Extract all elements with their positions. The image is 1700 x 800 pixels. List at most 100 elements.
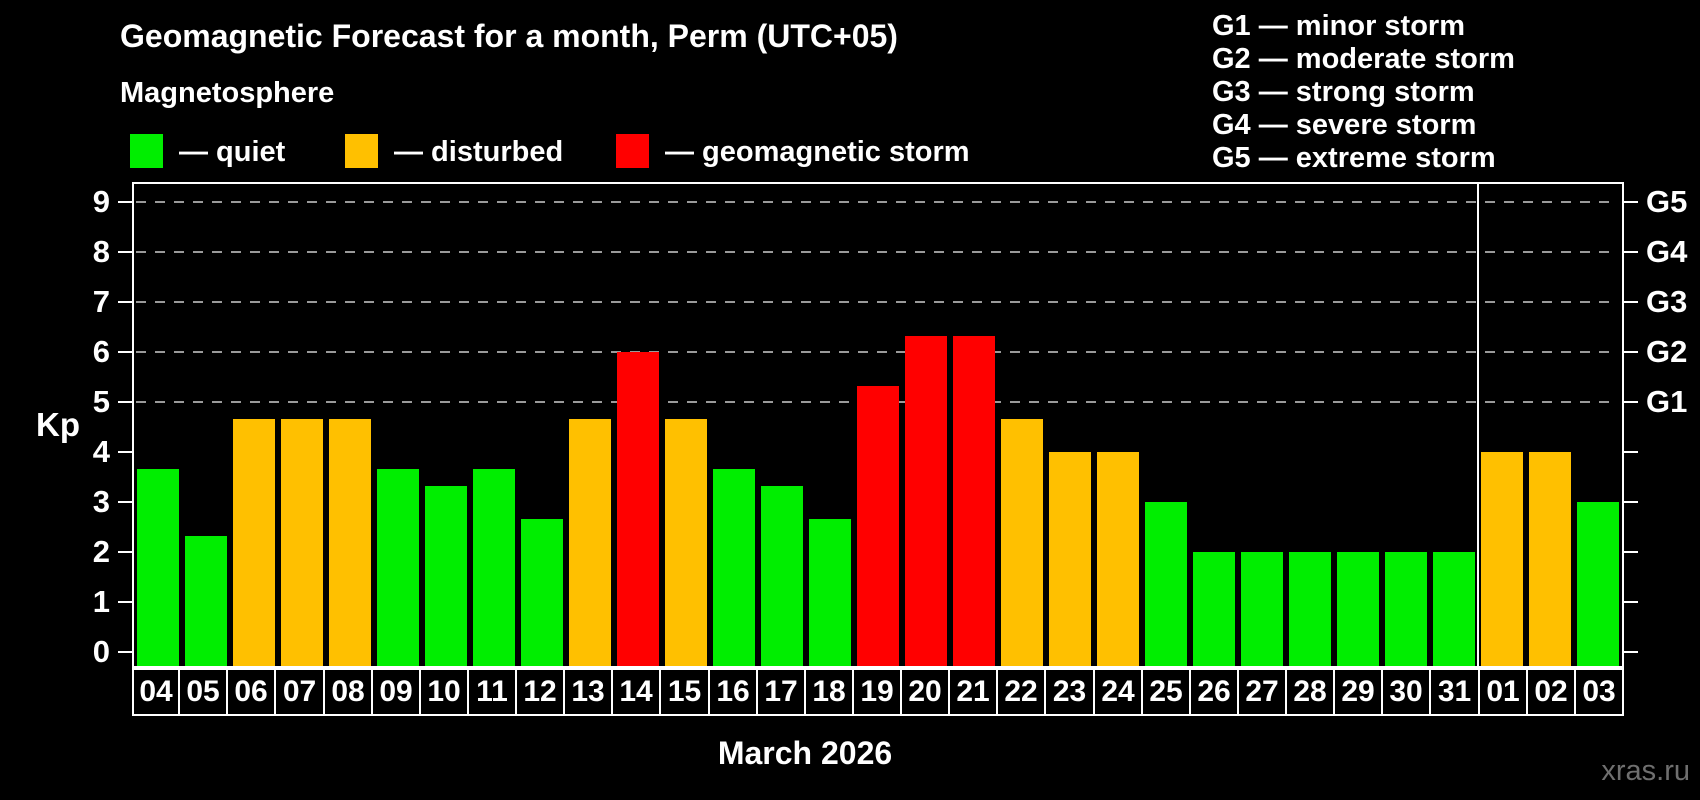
kp-bar-11 xyxy=(473,468,515,666)
right-axis-tick xyxy=(1624,501,1638,503)
legend-swatch-storm xyxy=(616,134,649,168)
date-cell-04: 04 xyxy=(132,668,180,716)
date-cell-14: 14 xyxy=(613,668,661,716)
date-cell-28: 28 xyxy=(1287,668,1335,716)
kp-bar-30 xyxy=(1385,552,1427,666)
kp-bar-01 xyxy=(1481,452,1523,666)
right-axis-tick xyxy=(1624,401,1638,403)
plot-area xyxy=(132,182,1624,668)
kp-tick-label-2: 2 xyxy=(92,534,110,569)
watermark: xras.ru xyxy=(1601,755,1690,787)
kp-tick-label-4: 4 xyxy=(92,434,110,469)
legend-label-storm: — geomagnetic storm xyxy=(665,136,970,168)
kp-bar-29 xyxy=(1337,552,1379,666)
kp-bar-14 xyxy=(617,352,659,666)
date-cell-16: 16 xyxy=(710,668,758,716)
kp-bar-03 xyxy=(1577,502,1619,666)
right-axis-tick xyxy=(1624,551,1638,553)
date-cell-02: 02 xyxy=(1528,668,1576,716)
kp-bar-28 xyxy=(1289,552,1331,666)
legend-label-quiet: — quiet xyxy=(179,136,286,168)
left-axis-tick xyxy=(118,201,132,203)
right-axis-tick xyxy=(1624,601,1638,603)
kp-tick-label-3: 3 xyxy=(92,484,110,519)
page-title: Geomagnetic Forecast for a month, Perm (… xyxy=(120,18,898,54)
kp-bar-10 xyxy=(425,485,467,666)
kp-tick-label-0: 0 xyxy=(92,634,110,669)
right-axis-tick xyxy=(1624,451,1638,453)
g-tick-label-G5: G5 xyxy=(1646,184,1688,219)
g-tick-label-G1: G1 xyxy=(1646,384,1688,419)
kp-bar-27 xyxy=(1241,552,1283,666)
kp-bar-13 xyxy=(569,418,611,666)
kp-bar-09 xyxy=(377,468,419,666)
grid-line-kp-6 xyxy=(136,351,1618,353)
left-axis-tick xyxy=(118,651,132,653)
left-axis-tick xyxy=(118,351,132,353)
legend-swatch-disturbed xyxy=(345,134,378,168)
left-axis-tick xyxy=(118,301,132,303)
legend-swatch-quiet xyxy=(130,134,163,168)
kp-bar-05 xyxy=(185,535,227,666)
g-legend-line: G4 — severe storm xyxy=(1212,109,1477,141)
legend-label-disturbed: — disturbed xyxy=(394,136,564,168)
left-axis-tick xyxy=(118,551,132,553)
right-axis-tick xyxy=(1624,251,1638,253)
kp-bar-21 xyxy=(953,335,995,666)
kp-bar-24 xyxy=(1097,452,1139,666)
date-cell-10: 10 xyxy=(421,668,469,716)
kp-bar-17 xyxy=(761,485,803,666)
x-axis-month-label: March 2026 xyxy=(717,735,893,771)
date-cell-12: 12 xyxy=(517,668,565,716)
kp-bar-26 xyxy=(1193,552,1235,666)
date-cell-23: 23 xyxy=(1046,668,1095,716)
date-cell-18: 18 xyxy=(806,668,854,716)
date-cell-31: 31 xyxy=(1431,668,1480,716)
date-cell-06: 06 xyxy=(228,668,276,716)
kp-tick-label-8: 8 xyxy=(92,234,110,269)
date-cell-09: 09 xyxy=(373,668,421,716)
g-legend-line: G3 — strong storm xyxy=(1212,76,1475,108)
date-cell-13: 13 xyxy=(565,668,613,716)
left-axis-tick xyxy=(118,451,132,453)
kp-tick-label-5: 5 xyxy=(92,384,110,419)
kp-tick-label-1: 1 xyxy=(92,584,110,619)
kp-bar-16 xyxy=(713,468,755,666)
date-cell-26: 26 xyxy=(1191,668,1239,716)
right-axis-tick xyxy=(1624,351,1638,353)
left-axis-tick xyxy=(118,501,132,503)
kp-bar-19 xyxy=(857,385,899,666)
left-axis-tick xyxy=(118,251,132,253)
kp-tick-label-9: 9 xyxy=(92,184,110,219)
kp-bar-07 xyxy=(281,418,323,666)
kp-bar-31 xyxy=(1433,552,1475,666)
chart-subtitle: Magnetosphere xyxy=(120,77,335,109)
kp-bar-12 xyxy=(521,518,563,666)
kp-bar-04 xyxy=(137,468,179,666)
grid-line-kp-8 xyxy=(136,251,1618,253)
kp-bar-23 xyxy=(1049,452,1091,666)
date-cell-17: 17 xyxy=(758,668,806,716)
right-axis-tick xyxy=(1624,301,1638,303)
grid-line-kp-7 xyxy=(136,301,1618,303)
date-cell-11: 11 xyxy=(469,668,517,716)
kp-bar-08 xyxy=(329,418,371,666)
date-cell-30: 30 xyxy=(1383,668,1431,716)
kp-bar-25 xyxy=(1145,502,1187,666)
g-legend-line: G5 — extreme storm xyxy=(1212,142,1496,174)
g-tick-label-G3: G3 xyxy=(1646,284,1688,319)
g-tick-label-G4: G4 xyxy=(1646,234,1688,269)
g-legend-line: G2 — moderate storm xyxy=(1212,43,1515,75)
date-cell-01: 01 xyxy=(1480,668,1528,716)
date-cell-21: 21 xyxy=(950,668,998,716)
kp-tick-label-6: 6 xyxy=(92,334,110,369)
kp-bar-06 xyxy=(233,418,275,666)
g-scale-legend: G1 — minor storm G2 — moderate storm G3 — … xyxy=(1212,10,1515,175)
date-cell-25: 25 xyxy=(1143,668,1191,716)
grid-line-kp-9 xyxy=(136,201,1618,203)
date-cell-07: 07 xyxy=(276,668,325,716)
g-legend-line: G1 — minor storm xyxy=(1212,10,1465,42)
date-cell-27: 27 xyxy=(1239,668,1287,716)
y-axis-title: Kp xyxy=(36,406,80,443)
